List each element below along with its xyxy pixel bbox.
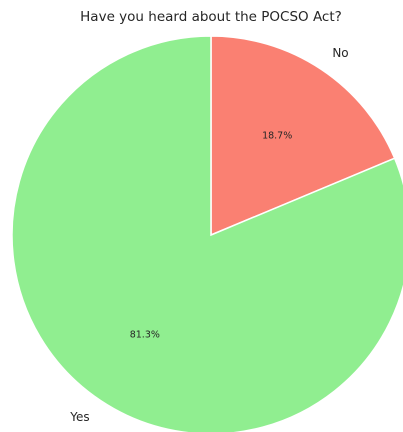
slice-percent-no: 18.7%	[262, 131, 292, 142]
chart-title: Have you heard about the POCSO Act?	[80, 9, 342, 25]
slice-label-no: No	[332, 46, 348, 60]
slice-label-yes: Yes	[69, 410, 89, 424]
pie-labels: No 18.7% Yes 81.3%	[69, 46, 348, 424]
slice-percent-yes: 81.3%	[130, 329, 160, 340]
pie-slice-no	[210, 35, 396, 237]
pie-slices	[11, 35, 403, 432]
pie-slice-yes	[11, 35, 403, 432]
